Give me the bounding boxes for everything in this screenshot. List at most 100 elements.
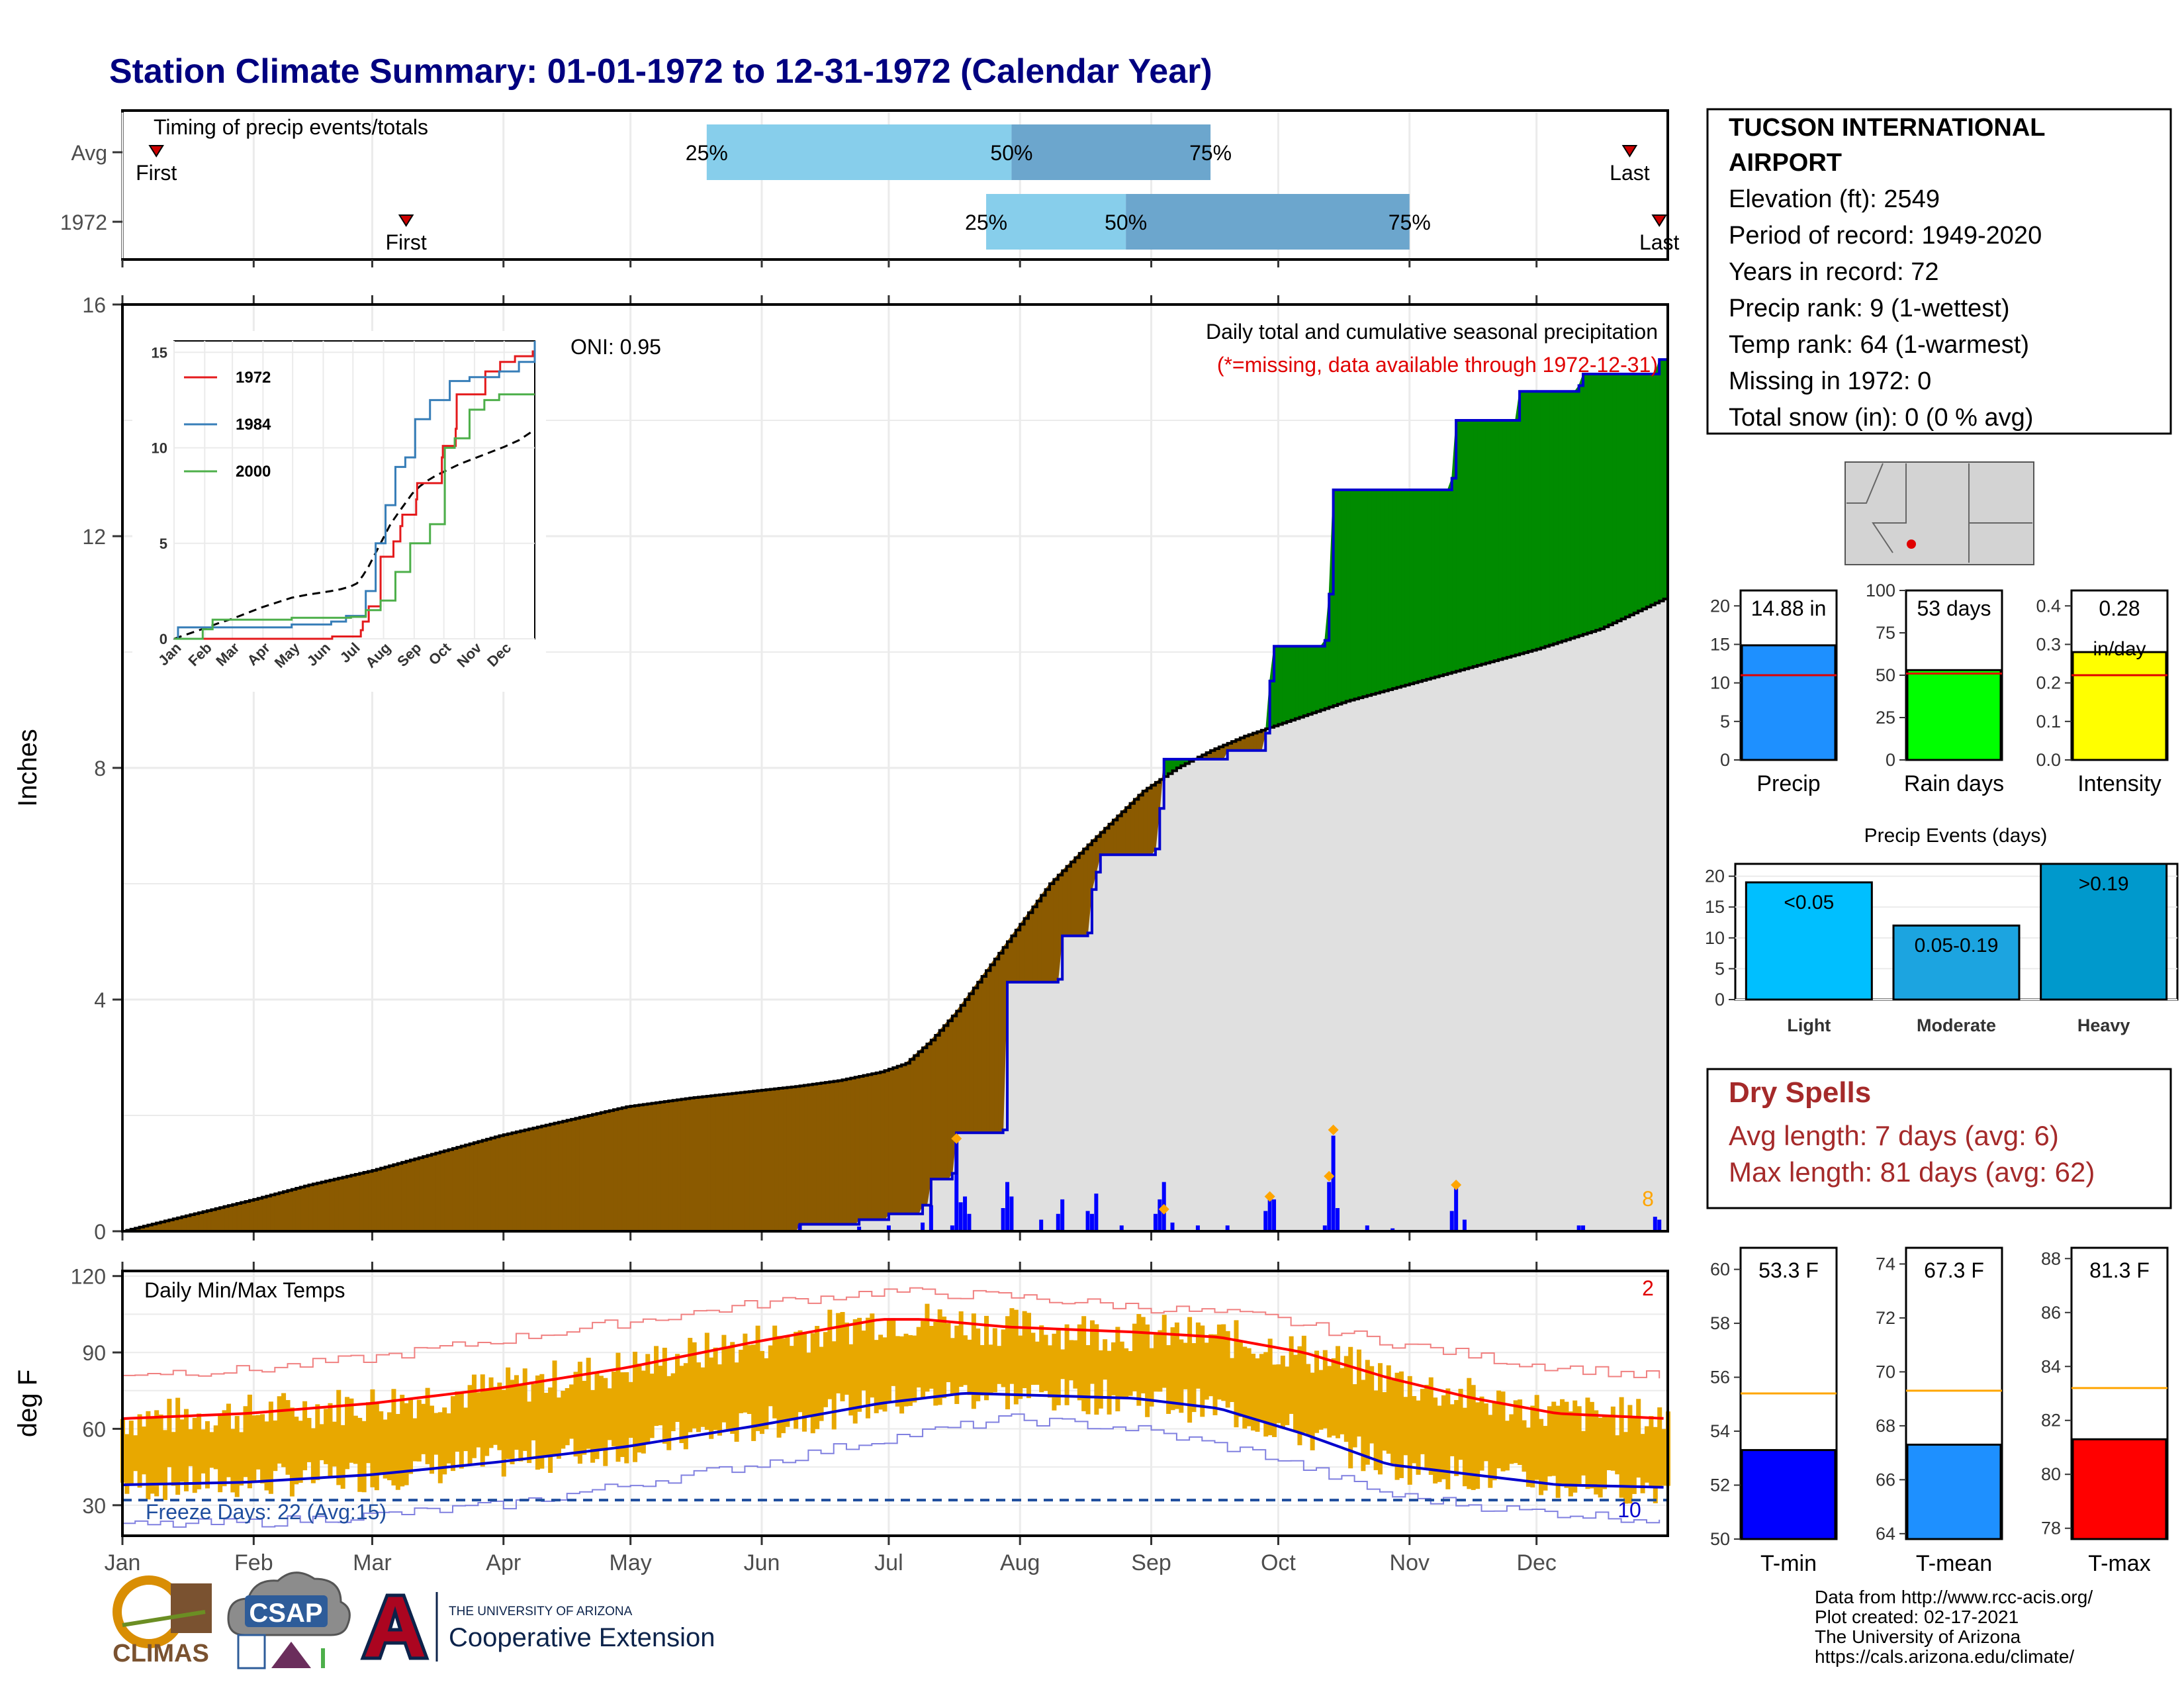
csap-chart-icon: [237, 1634, 266, 1669]
daily-temp-range-bar: [154, 1410, 159, 1497]
below-normal-fill: [727, 1093, 733, 1232]
daily-temp-range-bar: [319, 1424, 324, 1460]
events-ytick-label-0: 0: [1715, 990, 1725, 1009]
daily-temp-range-bar: [848, 1344, 854, 1416]
below-normal-fill: [680, 1098, 686, 1232]
daily-precip-bar-28: [1272, 1199, 1277, 1231]
intensity-ytick-label-3: 0.3: [2036, 634, 2061, 654]
daily-temp-range-bar: [1009, 1308, 1015, 1384]
daily-temp-range-bar: [345, 1397, 350, 1470]
below-normal-fill: [897, 1064, 902, 1215]
above-normal-fill: [1371, 489, 1377, 695]
daily-temp-range-bar: [1221, 1324, 1226, 1401]
daily-precip-bar-35: [1449, 1211, 1454, 1231]
above-normal-fill: [1367, 489, 1372, 696]
daily-temp-range-bar: [573, 1372, 578, 1457]
daily-temp-range-bar: [645, 1354, 651, 1444]
below-normal-fill: [807, 1084, 813, 1225]
daily-temp-range-bar: [1636, 1399, 1641, 1478]
daily-temp-range-bar: [188, 1429, 193, 1466]
above-normal-fill: [1473, 420, 1478, 667]
daily-temp-range-bar: [1103, 1339, 1108, 1380]
daily-max-marker-5: [1451, 1180, 1462, 1190]
daily-temp-range-bar: [1377, 1363, 1383, 1475]
timing-p50-0: 50%: [990, 141, 1032, 165]
daily-temp-range-bar: [239, 1432, 244, 1486]
daily-precip-bar-30: [1327, 1182, 1332, 1231]
t-mean-ytick-label-4: 72: [1876, 1308, 1895, 1328]
inset-legend-label-1984: 1984: [236, 416, 271, 434]
t-max-ytick-label-0: 78: [2041, 1519, 2061, 1538]
below-normal-fill: [397, 1162, 402, 1232]
below-normal-fill: [876, 1071, 881, 1220]
daily-temp-range-bar: [328, 1403, 333, 1479]
daily-temp-range-bar: [310, 1428, 316, 1483]
below-normal-fill: [253, 1197, 259, 1232]
below-normal-fill: [498, 1134, 504, 1232]
precip-ytick-label-1: 5: [1720, 712, 1730, 731]
dry-spells-max: Max length: 81 days (avg: 62): [1729, 1156, 2095, 1188]
below-normal-fill: [829, 1080, 835, 1225]
below-normal-fill: [224, 1205, 229, 1232]
daily-temp-range-bar: [823, 1332, 828, 1407]
daily-temp-range-bar: [836, 1313, 841, 1393]
daily-temp-range-bar: [1263, 1352, 1269, 1437]
below-normal-fill: [706, 1095, 711, 1232]
intensity-unit: in/day: [2093, 638, 2146, 660]
daily-temp-range-bar: [137, 1414, 142, 1488]
below-normal-fill: [554, 1121, 559, 1232]
month-label-Oct: Oct: [1261, 1550, 1296, 1575]
below-normal-fill: [274, 1192, 280, 1232]
daily-temp-range-bar: [1216, 1324, 1222, 1400]
daily-temp-range-bar: [543, 1393, 549, 1456]
daily-temp-range-bar: [1251, 1354, 1256, 1431]
below-normal-fill: [520, 1129, 525, 1232]
daily-temp-range-bar: [251, 1415, 257, 1482]
above-normal-fill: [1578, 373, 1584, 636]
daily-temp-range-bar: [692, 1342, 697, 1429]
daily-temp-range-bar: [1525, 1427, 1531, 1487]
below-normal-fill: [300, 1186, 305, 1232]
daily-precip-bar-29: [1322, 1225, 1327, 1231]
daily-temp-range-bar: [1132, 1323, 1137, 1391]
below-normal-fill: [334, 1178, 339, 1232]
rain-days-bar: [1906, 669, 2002, 761]
daily-temp-range-bar: [162, 1430, 167, 1500]
daily-max-marker-4: [1328, 1124, 1339, 1135]
daily-temp-range-bar: [1052, 1333, 1057, 1411]
timing-first-label-0: First: [136, 161, 177, 185]
timing-panel: Avg 25% 50% 75% First Last 1972 25% 50% 75% First L…: [60, 109, 1680, 267]
t-min-ytick-label-3: 56: [1710, 1368, 1730, 1387]
daily-temp-range-bar: [230, 1429, 236, 1493]
daily-temp-range-bar: [1585, 1397, 1590, 1489]
daily-temp-range-bar: [725, 1346, 731, 1430]
daily-temp-range-bar: [234, 1415, 240, 1497]
events-category-0: Light: [1787, 1015, 1831, 1035]
temperature-panel: 30 60 90 120 Daily Min/Max Temps deg F Free…: [13, 1262, 1670, 1575]
below-normal-fill: [385, 1165, 390, 1232]
precip-ytick-label-2: 10: [1710, 673, 1730, 693]
below-normal-fill: [698, 1096, 703, 1232]
station-info-line-0: Elevation (ft): 2549: [1729, 185, 1940, 213]
daily-temp-range-bar: [552, 1360, 557, 1455]
below-normal-fill: [871, 1072, 877, 1220]
daily-temp-range-bar: [264, 1421, 269, 1491]
inset-ytick-1: 5: [159, 536, 167, 552]
month-label-Jan: Jan: [105, 1550, 141, 1575]
below-normal-fill: [592, 1113, 597, 1232]
below-normal-fill: [486, 1137, 492, 1232]
daily-temp-range-bar: [400, 1394, 405, 1487]
timing-p50-1: 50%: [1105, 211, 1147, 234]
station-name-line1: TUCSON INTERNATIONAL: [1729, 114, 2046, 142]
temp-ytick-label-1: 60: [82, 1417, 106, 1441]
daily-temp-range-bar: [201, 1429, 206, 1474]
daily-temp-range-bar: [1500, 1391, 1506, 1472]
temperature-title: Daily Min/Max Temps: [144, 1278, 345, 1302]
below-normal-fill: [570, 1117, 576, 1232]
station-info-line-3: Precip rank: 9 (1-wettest): [1729, 295, 2009, 322]
above-normal-fill: [1531, 391, 1537, 651]
daily-precip-bar-36: [1454, 1185, 1459, 1231]
daily-max-marker-1: [1158, 1203, 1169, 1215]
daily-temp-range-bar: [183, 1409, 189, 1491]
below-normal-fill: [668, 1100, 674, 1232]
